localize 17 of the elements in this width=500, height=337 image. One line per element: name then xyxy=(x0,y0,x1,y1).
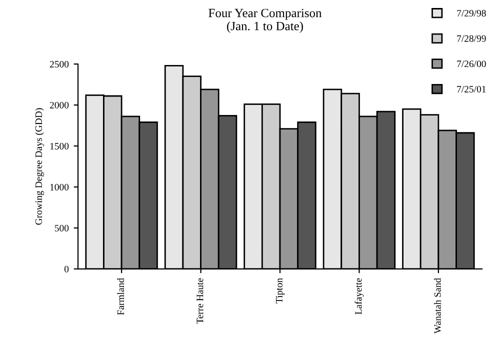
legend-label: 7/28/99 xyxy=(457,35,486,42)
x-tick-label: Farmland xyxy=(117,278,124,315)
legend-label: 7/29/98 xyxy=(457,10,486,17)
x-tick-label: Lafayette xyxy=(354,278,364,314)
x-tick-label: Wanatah Sand xyxy=(434,278,441,334)
legend-label: 7/25/01 xyxy=(457,86,486,92)
chart-title: Four Year Comparison (Jan. 1 to Date) xyxy=(208,8,322,33)
y-tick-label: 1000 xyxy=(50,184,69,190)
y-tick-label: 2000 xyxy=(50,102,69,108)
legend-label: 7/26/00 xyxy=(457,60,486,68)
y-tick-label: 500 xyxy=(54,224,69,232)
y-tick-label: 0 xyxy=(64,266,69,272)
x-tick-label: Tipton xyxy=(276,278,284,304)
y-tick-label: 1500 xyxy=(50,142,69,150)
y-tick-label: 2500 xyxy=(50,60,69,68)
y-axis-title: Growing Degree Days (GDD) xyxy=(35,108,44,225)
x-tick-label: Terre Haute xyxy=(196,278,204,324)
